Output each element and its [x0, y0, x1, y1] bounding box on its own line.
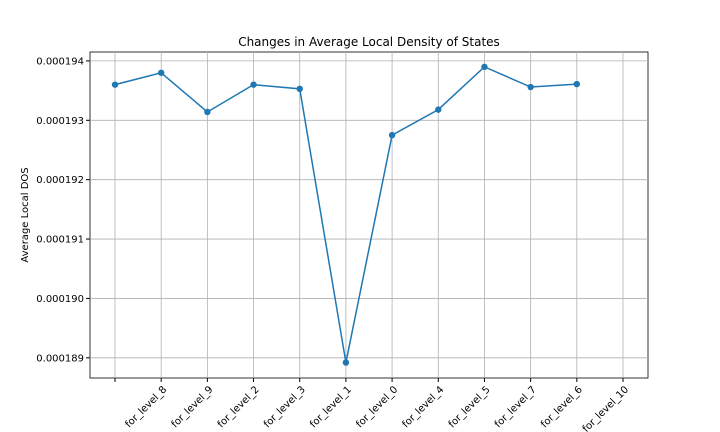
x-tick-label: for_level_10	[581, 384, 631, 432]
plot-area	[89, 51, 649, 379]
marker	[250, 81, 257, 88]
marker	[527, 83, 534, 91]
x-tick-label: for_level_8	[123, 384, 169, 430]
y-axis-label: Average Local DOS	[20, 167, 31, 262]
x-tick-label: for_level_4	[400, 384, 446, 430]
marker	[573, 80, 581, 88]
marker	[111, 81, 119, 88]
y-tick-label: 0.000189	[36, 353, 84, 364]
x-tick-label: for_level_6	[539, 384, 585, 430]
y-tick-label: 0.000193	[36, 116, 84, 127]
y-tick-label: 0.000192	[36, 175, 84, 186]
x-tick-label: for_level_1	[308, 384, 354, 430]
marker	[481, 63, 488, 71]
x-tick-label: for_level_9	[170, 384, 216, 430]
x-tick-label: for_level_7	[493, 384, 539, 430]
y-tick-label: 0.000191	[36, 235, 84, 246]
x-tick-label: for_level_0	[354, 384, 400, 430]
x-tick-label: for_level_2	[216, 384, 262, 430]
chart-title: Changes in Average Local Density of Stat…	[238, 35, 500, 49]
marker	[296, 85, 303, 93]
y-tick-label: 0.000194	[36, 56, 84, 67]
marker	[435, 106, 442, 113]
marker	[157, 69, 165, 76]
marker	[388, 131, 396, 139]
y-tick-label: 0.000190	[36, 294, 84, 305]
x-tick-label: for_level_5	[447, 384, 493, 430]
marker	[204, 108, 211, 116]
marker	[342, 359, 350, 366]
x-tick-label: for_level_3	[262, 384, 308, 430]
